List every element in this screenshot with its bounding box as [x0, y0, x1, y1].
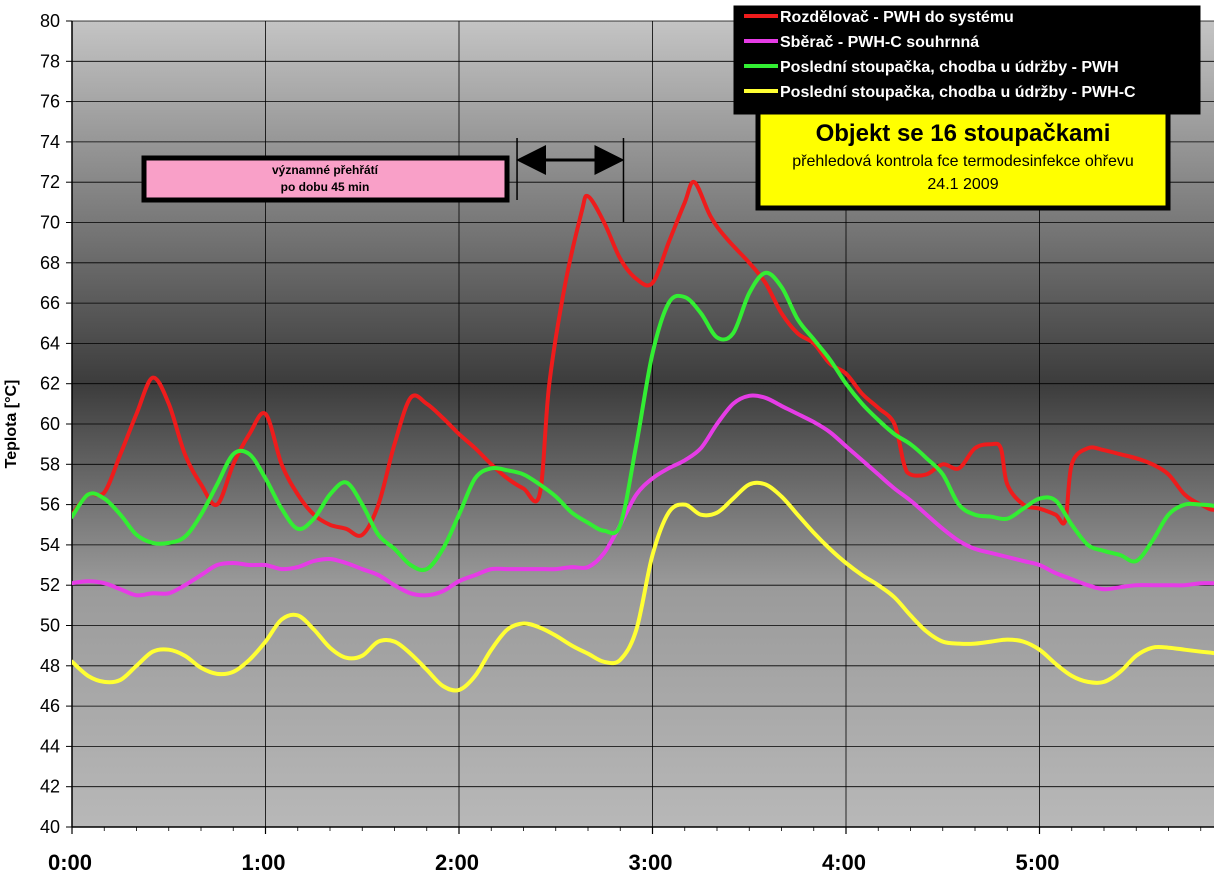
legend: Rozdělovač - PWH do systému Sběrač - PWH-…: [733, 5, 1201, 115]
title-box-background: [755, 109, 1171, 211]
y-tick-label: 68: [40, 253, 60, 273]
x-tick-label: 2:00: [435, 850, 479, 873]
legend-label: Poslední stoupačka, chodba u údržby - PW…: [780, 84, 1136, 101]
y-tick-label: 44: [40, 736, 60, 756]
y-axis-ticks: 40 42 44 46 48 50 52 54 56 58 60 62 64 66 68 70 72 74 76 78…: [40, 11, 72, 837]
y-tick-label: 48: [40, 656, 60, 676]
y-tick-label: 74: [40, 132, 60, 152]
chart-date: 24.1 2009: [927, 176, 998, 193]
y-tick-label: 60: [40, 414, 60, 434]
y-tick-label: 72: [40, 172, 60, 192]
y-tick-label: 50: [40, 616, 60, 636]
x-tick-label: 4:00: [822, 850, 866, 873]
y-tick-label: 62: [40, 374, 60, 394]
y-axis-label: Teplota [°C]: [3, 380, 20, 469]
y-tick-label: 40: [40, 817, 60, 837]
x-tick-label: 5:00: [1015, 850, 1059, 873]
x-axis-ticks: 0:00 1:00 2:00 3:00 4:00 5:00: [48, 827, 1202, 873]
series-line-2: [72, 393, 1214, 598]
chart-subtitle: přehledová kontrola fce termodesinfekce …: [792, 153, 1134, 170]
chart-title: Objekt se 16 stoupačkami: [816, 120, 1111, 147]
y-tick-label: 54: [40, 535, 60, 555]
x-tick-label: 0:00: [48, 850, 92, 873]
series-group: [72, 179, 1214, 693]
y-tick-label: 76: [40, 92, 60, 112]
series-line-3: [72, 270, 1214, 573]
y-tick-label: 42: [40, 777, 60, 797]
y-tick-label: 70: [40, 213, 60, 233]
legend-box: [733, 5, 1201, 115]
legend-label: Sběrač - PWH-C souhrnná: [780, 34, 979, 51]
y-tick-label: 56: [40, 495, 60, 515]
duration-arrow: [516, 138, 625, 222]
y-tick-label: 64: [40, 333, 60, 353]
annotation-line-1: významné přehřátí: [272, 163, 379, 177]
y-tick-label: 58: [40, 454, 60, 474]
legend-label: Rozdělovač - PWH do systému: [780, 9, 1014, 26]
x-tick-label: 1:00: [241, 850, 285, 873]
series-line-1: [72, 179, 1214, 538]
y-tick-label: 66: [40, 293, 60, 313]
title-box: Objekt se 16 stoupačkami přehledová kont…: [755, 109, 1171, 211]
series-line-4: [72, 480, 1214, 693]
annotation-box: [141, 155, 510, 203]
annotation-line-2: po dobu 45 min: [281, 180, 370, 194]
y-tick-label: 52: [40, 575, 60, 595]
y-tick-label: 46: [40, 696, 60, 716]
y-tick-label: 80: [40, 11, 60, 31]
y-tick-label: 78: [40, 51, 60, 71]
x-tick-label: 3:00: [628, 850, 672, 873]
overheat-annotation: významné přehřátí po dobu 45 min: [141, 138, 625, 222]
legend-label: Poslední stoupačka, chodba u údržby - PW…: [780, 59, 1119, 76]
